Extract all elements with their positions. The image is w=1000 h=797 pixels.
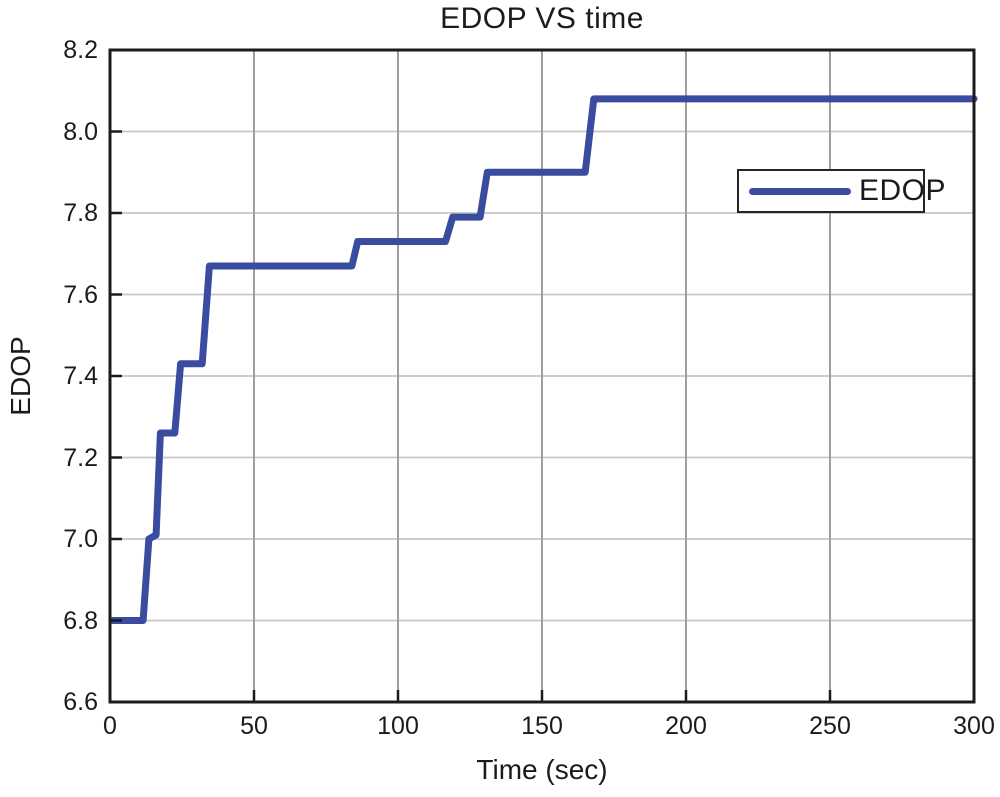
x-tick-label: 200 (665, 712, 707, 740)
x-tick-label: 250 (809, 712, 851, 740)
y-tick-label: 8.2 (63, 36, 98, 64)
x-tick-label: 150 (521, 712, 563, 740)
legend-box: EDOP (737, 169, 946, 213)
y-tick-label: 7.0 (63, 525, 98, 553)
y-tick-label: 7.4 (63, 362, 98, 390)
x-tick-label: 100 (377, 712, 419, 740)
y-tick-label: 7.8 (63, 199, 98, 227)
x-tick-label: 50 (240, 712, 268, 740)
x-tick-label: 0 (103, 712, 117, 740)
y-tick-label: 8.0 (63, 117, 98, 146)
legend-line-sample (749, 187, 851, 195)
series-line-edop (109, 95, 978, 624)
y-tick-label: 6.8 (63, 606, 98, 635)
plot-border (108, 48, 976, 704)
x-tick-label: 300 (953, 712, 995, 740)
legend-series-label: EDOP (859, 174, 947, 207)
y-tick-label: 7.2 (63, 443, 98, 472)
y-tick-label: 6.6 (63, 688, 98, 716)
y-tick-label: 7.6 (63, 280, 98, 309)
chart-title: EDOP VS time (440, 2, 644, 35)
x-axis-label: Time (sec) (476, 754, 608, 785)
